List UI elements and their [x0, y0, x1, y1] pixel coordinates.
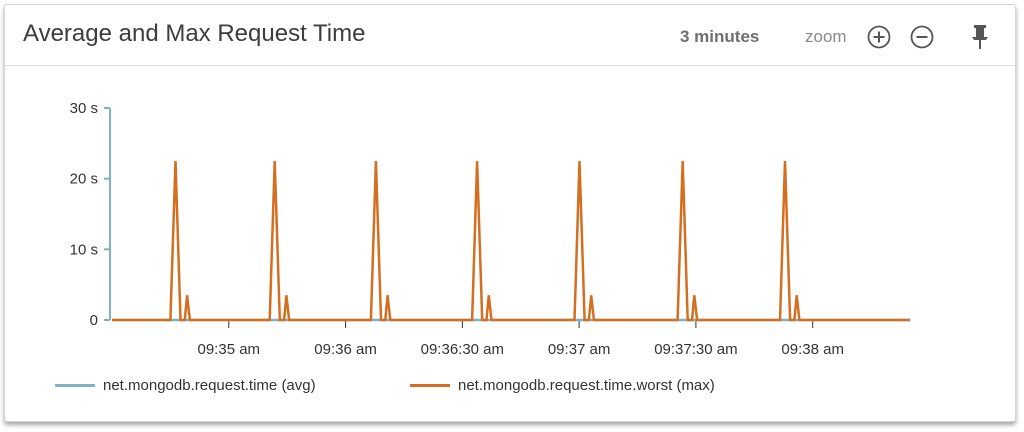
x-tick-label: 09:37:30 am [654, 341, 737, 358]
x-tick-label: 09:38 am [781, 341, 844, 358]
x-tick-label: 09:36 am [314, 341, 377, 358]
chart-title: Average and Max Request Time [23, 20, 366, 47]
legend-label-max: net.mongodb.request.time.worst (max) [458, 376, 715, 394]
legend-swatch-max [410, 383, 450, 387]
legend-item-avg[interactable]: net.mongodb.request.time (avg) [55, 375, 316, 395]
pin-icon[interactable] [968, 24, 992, 50]
y-tick-label: 10 s [70, 241, 98, 258]
series-line-max [112, 160, 910, 322]
legend-swatch-avg [55, 383, 95, 387]
time-range-label[interactable]: 3 minutes [680, 27, 760, 46]
zoom-in-icon[interactable] [867, 25, 891, 49]
chart-card: Average and Max Request Time 3 minutes z… [4, 4, 1016, 422]
card-header: Average and Max Request Time 3 minutes z… [5, 5, 1015, 66]
legend-item-max[interactable]: net.mongodb.request.time.worst (max) [410, 375, 715, 395]
zoom-label: zoom [805, 27, 847, 46]
x-tick-label: 09:37 am [548, 341, 611, 358]
x-tick-label: 09:36:30 am [421, 341, 504, 358]
y-tick-label: 30 s [70, 100, 98, 117]
zoom-out-icon[interactable] [910, 25, 934, 49]
legend-label-avg: net.mongodb.request.time (avg) [103, 376, 316, 394]
x-tick-label: 09:35 am [198, 341, 261, 358]
line-chart: 0 10 s 20 s 30 s 09:35 am 09:36 am 09:36:30 am… [70, 100, 910, 358]
y-tick-label: 20 s [70, 171, 98, 188]
y-tick-label: 0 [90, 312, 98, 329]
